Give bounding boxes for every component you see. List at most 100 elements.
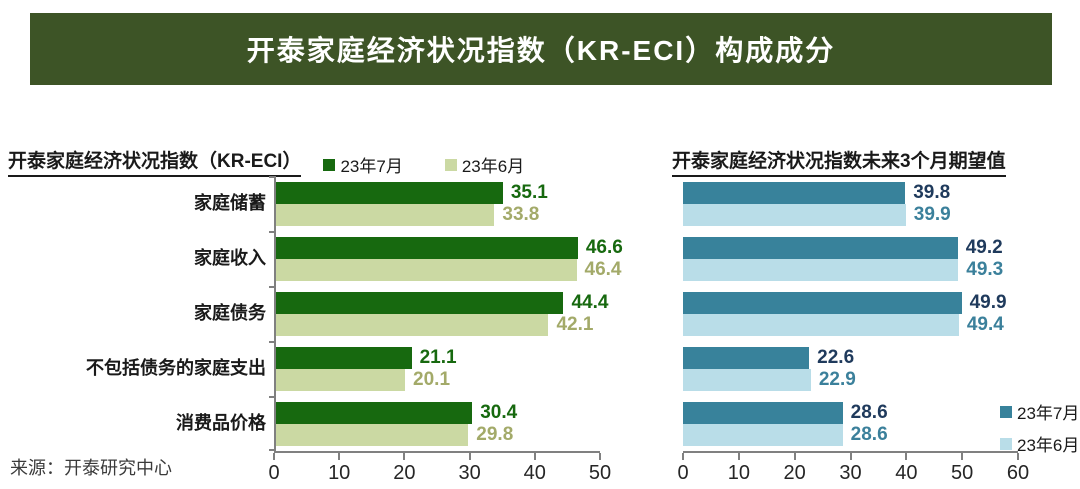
legend-item-july: 23年7月 (323, 152, 403, 177)
chart-row: 消费品价格 30.4 29.8 (8, 396, 600, 451)
bar-previous-month: 49.4 (683, 313, 1004, 336)
axis-tick-label: 0 (677, 462, 689, 484)
right-chart-legend: 23年7月 23年6月 (1000, 399, 1079, 456)
axis-tick (599, 453, 601, 460)
bar-group: 44.4 42.1 (274, 291, 608, 336)
bar-previous-month: 46.4 (274, 258, 622, 281)
bar-current-month: 21.1 (274, 346, 457, 369)
bar-current-month: 49.9 (683, 291, 1007, 314)
axis-tick (533, 453, 536, 460)
bar-group: 22.6 22.9 (683, 346, 1018, 391)
title-banner: 开泰家庭经济状况指数（KR-ECI）构成成分 (30, 13, 1052, 85)
chart-row: 22.6 22.9 (683, 341, 1018, 396)
bar-previous-month: 42.1 (274, 313, 593, 336)
left-chart-title: 开泰家庭经济状况指数（KR-ECI） (8, 146, 302, 177)
chart-row: 家庭收入 46.6 46.4 (8, 231, 623, 286)
bar-previous-month: 29.8 (274, 423, 513, 446)
june-legend-swatch (1000, 437, 1012, 450)
axis-tick (468, 453, 471, 460)
value-label: 49.3 (966, 258, 1004, 280)
legend-item-june: 23年6月 (1000, 431, 1079, 456)
page-title: 开泰家庭经济状况指数（KR-ECI）构成成分 (246, 35, 836, 66)
axis-tick (849, 453, 852, 460)
legend-label-june: 23年6月 (461, 157, 525, 176)
chart-row: 家庭债务 44.4 42.1 (8, 286, 608, 341)
bar-group: 49.2 49.3 (683, 236, 1018, 281)
bar-current-month: 49.2 (683, 236, 1003, 259)
bar-previous-month: 22.9 (683, 368, 856, 391)
source-note: 来源：开泰研究中心 (10, 458, 172, 478)
value-label: 30.4 (480, 401, 518, 423)
category-label: 消费品价格 (176, 412, 266, 433)
axis-tick-label: 30 (458, 462, 481, 484)
bar-previous-month: 49.3 (683, 258, 1003, 281)
value-label: 39.9 (913, 203, 951, 225)
value-label: 21.1 (419, 346, 457, 368)
value-label: 22.6 (817, 346, 855, 368)
value-label: 42.1 (556, 313, 594, 335)
july-legend-swatch (1000, 405, 1012, 418)
value-label: 22.9 (818, 368, 856, 390)
chart-row: 不包括债务的家庭支出 21.1 20.1 (8, 341, 600, 396)
category-axis-tick (269, 231, 276, 233)
axis-tick (1017, 453, 1019, 460)
axis-tick-label: 20 (393, 462, 416, 484)
bar-group: 21.1 20.1 (274, 346, 600, 391)
left-chart-header: 开泰家庭经济状况指数（KR-ECI） 23年7月 23年6月 (8, 146, 524, 177)
category-label: 家庭债务 (194, 302, 266, 323)
category-axis-tick (269, 396, 276, 398)
bar-current-month: 35.1 (274, 181, 548, 204)
value-label: 20.1 (413, 368, 451, 390)
axis-tick-label: 10 (328, 462, 351, 484)
axis-tick-label: 10 (727, 462, 750, 484)
bar-current-month: 39.8 (683, 181, 950, 204)
chart-row: 49.2 49.3 (683, 231, 1018, 286)
category-axis-tick (269, 341, 276, 343)
bar-group: 35.1 33.8 (274, 181, 600, 226)
category-label: 家庭收入 (194, 247, 266, 268)
bar-current-month: 28.6 (683, 401, 888, 424)
chart-row: 28.6 28.6 (683, 396, 1018, 451)
value-label: 33.8 (502, 203, 540, 225)
right-chart-title: 开泰家庭经济状况指数未来3个月期望值 (672, 146, 1006, 177)
legend-label-july: 23年7月 (1017, 404, 1080, 423)
bar-previous-month: 20.1 (274, 368, 450, 391)
legend-label-july: 23年7月 (340, 157, 403, 176)
bar-group: 30.4 29.8 (274, 401, 600, 446)
axis-tick (403, 453, 406, 460)
axis-tick-label: 50 (588, 462, 612, 484)
right-chart-value-axis: 0 10 20 30 40 50 60 (677, 451, 1029, 485)
left-chart-legend: 23年7月 23年6月 (323, 152, 524, 177)
legend-item-july: 23年7月 (1000, 399, 1079, 424)
category-axis-tick (269, 449, 276, 451)
left-chart-category-axis (269, 176, 276, 451)
value-label: 46.6 (585, 236, 623, 258)
bar-group: 46.6 46.4 (274, 236, 623, 281)
axis-tick (737, 453, 740, 460)
axis-tick (273, 453, 275, 460)
value-label: 46.4 (584, 258, 622, 280)
axis-tick (793, 453, 796, 460)
axis-tick-label: 20 (783, 462, 806, 484)
axis-tick-label: 0 (268, 462, 280, 484)
axis-tick-label: 50 (951, 462, 974, 484)
axis-tick (905, 453, 908, 460)
legend-label-june: 23年6月 (1017, 436, 1080, 455)
chart-row: 49.9 49.4 (683, 286, 1018, 341)
axis-tick (961, 453, 964, 460)
value-label: 49.2 (965, 236, 1003, 258)
right-chart-header: 开泰家庭经济状况指数未来3个月期望值 (672, 146, 1006, 177)
value-label: 49.9 (969, 291, 1007, 313)
value-label: 28.6 (850, 401, 888, 423)
value-label: 35.1 (510, 181, 548, 203)
category-label: 家庭储蓄 (194, 192, 266, 213)
axis-tick-label: 40 (895, 462, 918, 484)
bar-group: 28.6 28.6 (683, 401, 1018, 446)
june-legend-swatch (444, 158, 457, 171)
category-label: 不包括债务的家庭支出 (86, 357, 266, 378)
chart-row: 39.8 39.9 (683, 176, 1018, 231)
july-legend-swatch (323, 158, 336, 171)
value-label: 29.8 (476, 423, 514, 445)
bar-current-month: 46.6 (274, 236, 623, 259)
